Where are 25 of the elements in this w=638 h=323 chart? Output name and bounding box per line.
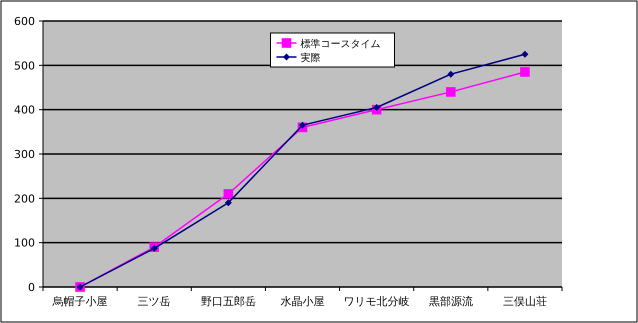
x-tick-label: 野口五郎岳 — [200, 295, 256, 308]
y-tick-label: 600 — [14, 15, 35, 28]
y-tick-label: 100 — [14, 236, 35, 250]
point — [150, 244, 158, 252]
point — [224, 189, 234, 199]
y-tick-label: 500 — [14, 59, 35, 72]
y-tick-label: 400 — [14, 104, 35, 117]
x-tick-label: 黒部源流 — [428, 295, 473, 308]
legend-label: 実際 — [300, 52, 320, 64]
x-tick-label: 烏帽子小屋 — [52, 295, 108, 308]
x-tick-label: 三俣山荘 — [502, 295, 547, 308]
x-tick-label: 三ツ岳 — [138, 295, 171, 308]
x-tick-label: ワリモ北分岐 — [344, 295, 410, 308]
y-tick-label: 0 — [28, 281, 35, 294]
point — [299, 122, 306, 129]
point — [373, 104, 380, 111]
point — [224, 199, 232, 206]
x-tick-label: 水晶小屋 — [280, 295, 324, 308]
point — [521, 50, 528, 58]
point — [446, 87, 456, 97]
point — [520, 67, 530, 77]
legend-label: 標準コースタイム — [300, 38, 380, 50]
point — [447, 70, 454, 78]
y-tick-label: 200 — [14, 192, 35, 206]
y-tick-label: 300 — [14, 148, 35, 161]
